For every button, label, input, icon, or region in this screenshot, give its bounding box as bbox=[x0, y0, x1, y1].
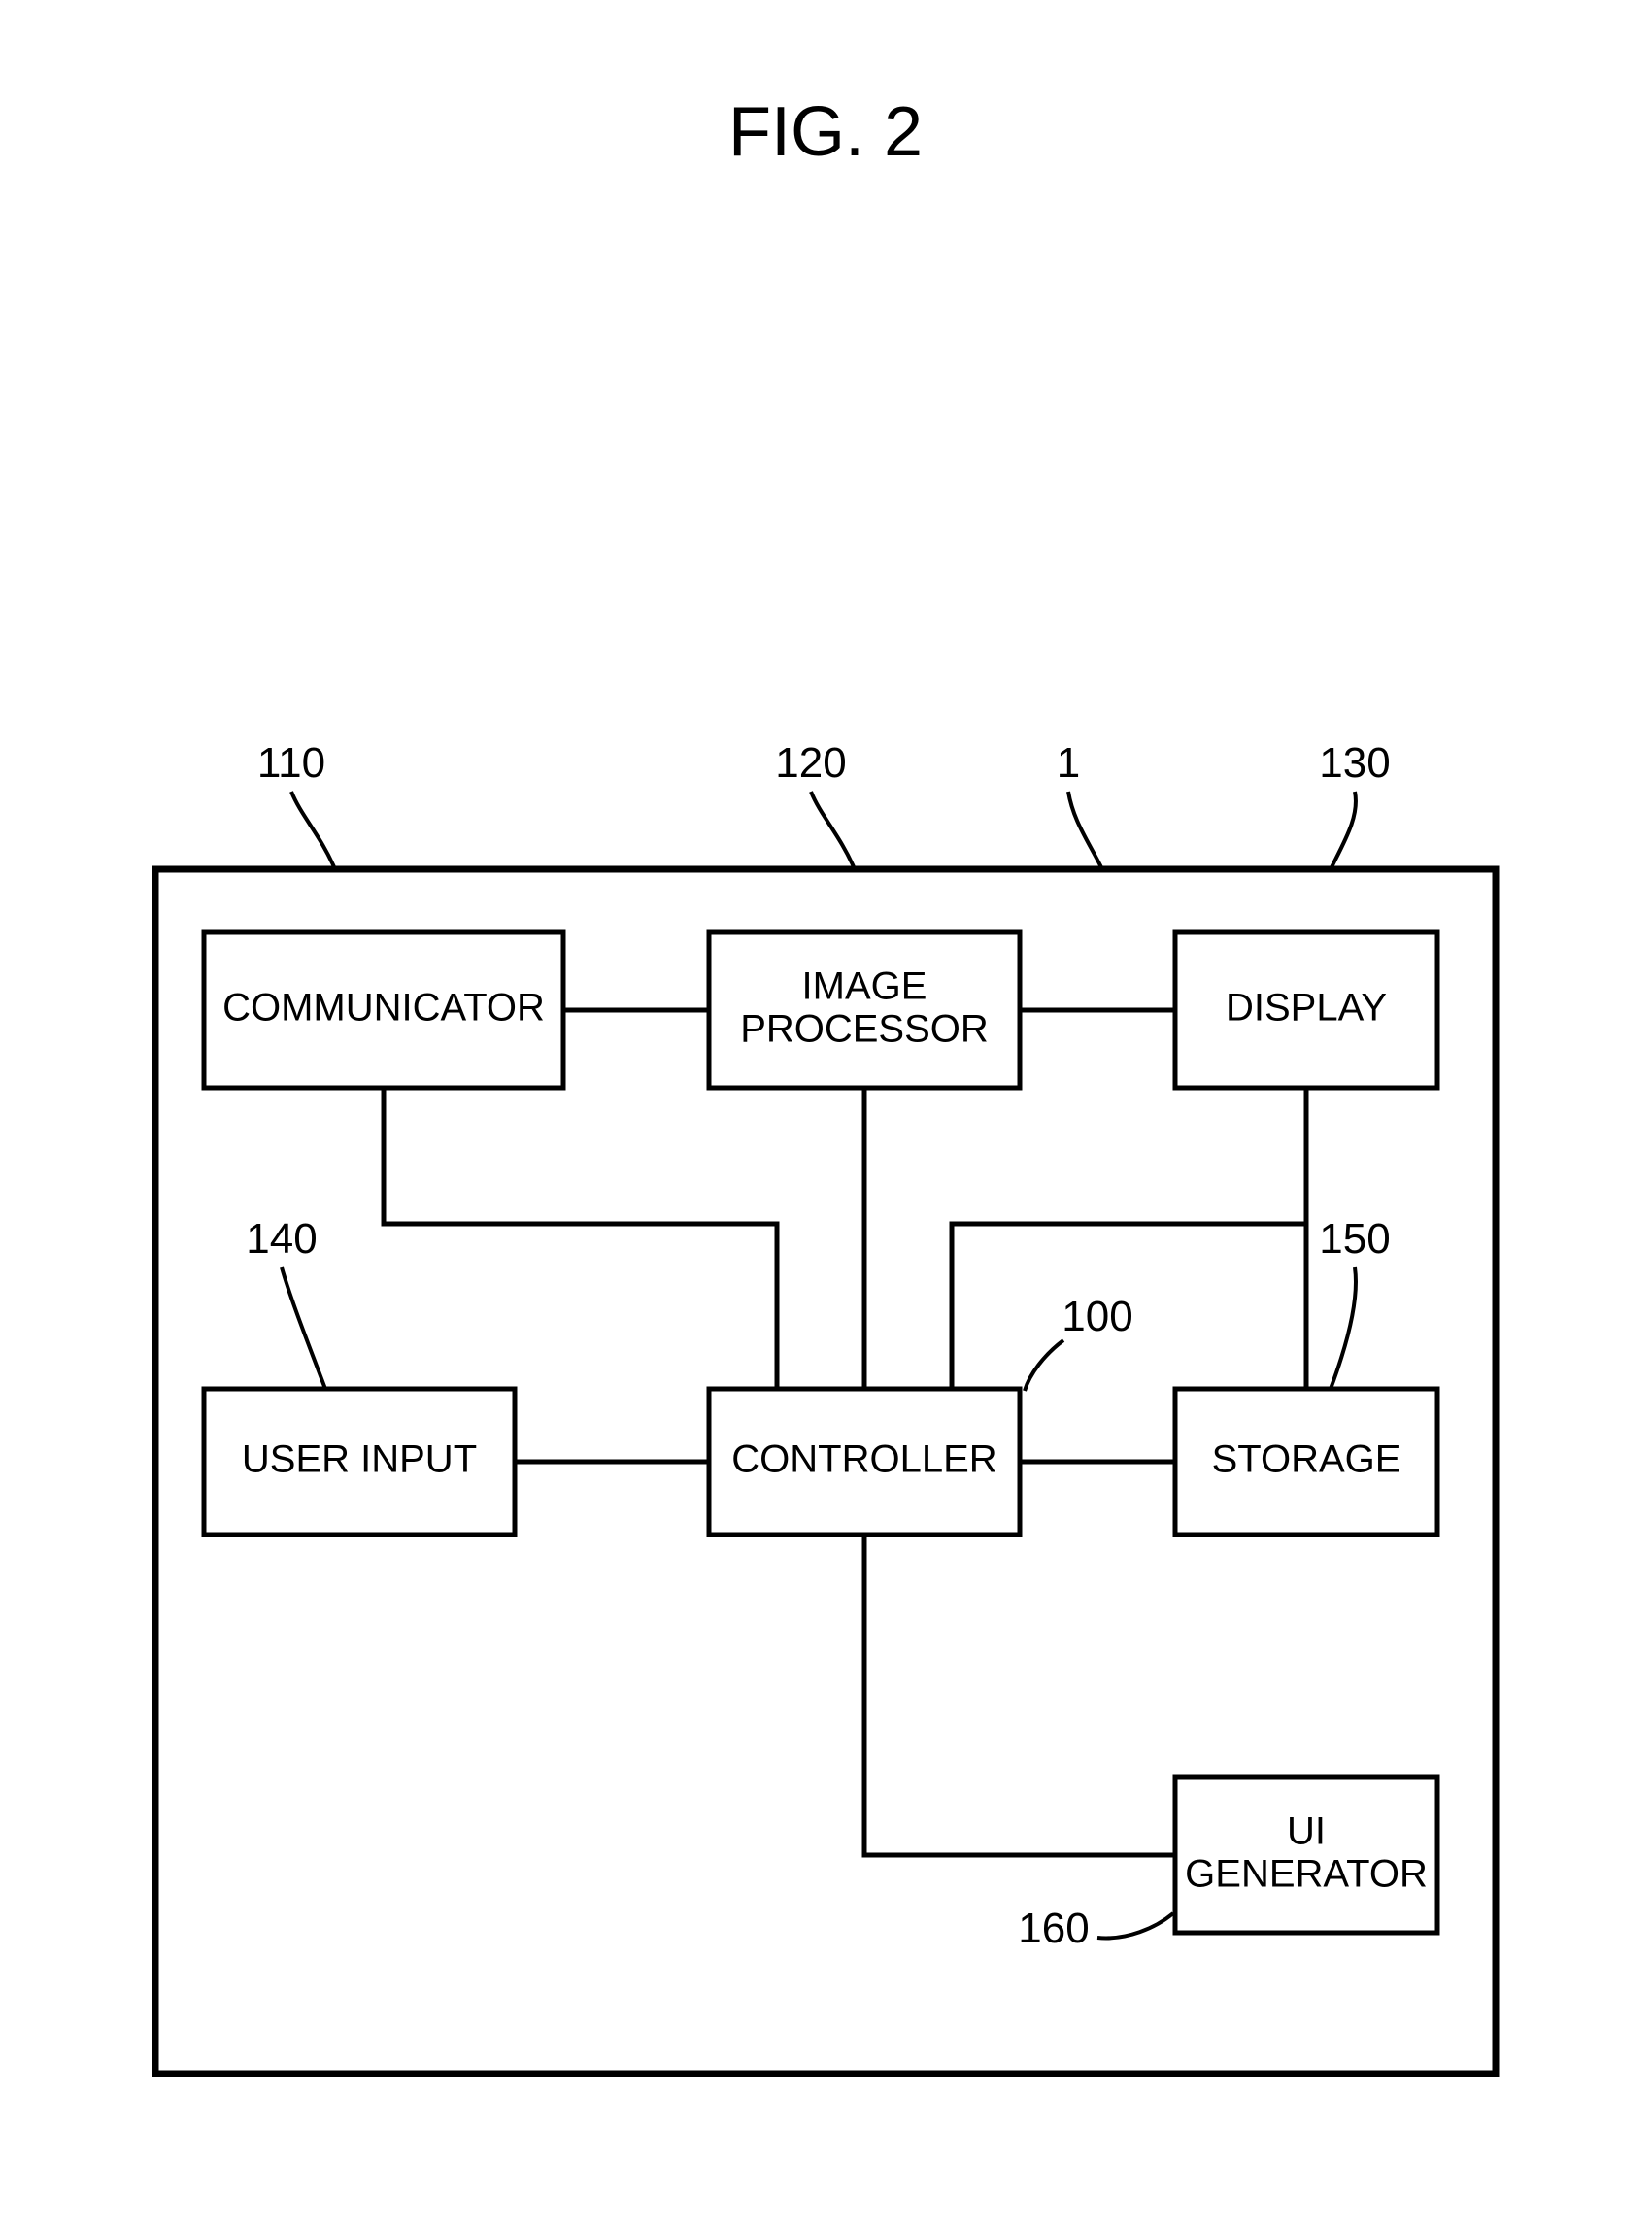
node-display-label: DISPLAY bbox=[1226, 987, 1387, 1030]
node-image_processor: IMAGEPROCESSOR bbox=[709, 932, 1020, 1088]
node-image_processor-label-line1: IMAGE bbox=[802, 965, 927, 1008]
node-controller-label: CONTROLLER bbox=[731, 1438, 996, 1481]
node-controller: CONTROLLER bbox=[709, 1389, 1020, 1535]
node-communicator: COMMUNICATOR bbox=[204, 932, 563, 1088]
ref-r140: 140 bbox=[246, 1215, 317, 1263]
node-ui_generator-label-line2: GENERATOR bbox=[1185, 1853, 1428, 1896]
ref-r160: 160 bbox=[1018, 1905, 1089, 1952]
node-image_processor-label-line2: PROCESSOR bbox=[740, 1008, 989, 1051]
node-communicator-label: COMMUNICATOR bbox=[222, 987, 545, 1030]
ref-r1: 1 bbox=[1057, 739, 1080, 787]
node-display: DISPLAY bbox=[1175, 932, 1437, 1088]
ref-r100: 100 bbox=[1062, 1293, 1132, 1340]
ref-r150: 150 bbox=[1319, 1215, 1390, 1263]
node-storage-label: STORAGE bbox=[1212, 1438, 1401, 1481]
ref-r120: 120 bbox=[775, 739, 846, 787]
ref-r130: 130 bbox=[1319, 739, 1390, 787]
node-ui_generator-label-line1: UI bbox=[1287, 1810, 1326, 1853]
node-user_input: USER INPUT bbox=[204, 1389, 515, 1535]
ref-r110: 110 bbox=[257, 739, 325, 787]
node-ui_generator: UIGENERATOR bbox=[1175, 1777, 1437, 1933]
node-user_input-label: USER INPUT bbox=[242, 1438, 477, 1481]
figure-title: FIG. 2 bbox=[728, 93, 923, 171]
node-storage: STORAGE bbox=[1175, 1389, 1437, 1535]
